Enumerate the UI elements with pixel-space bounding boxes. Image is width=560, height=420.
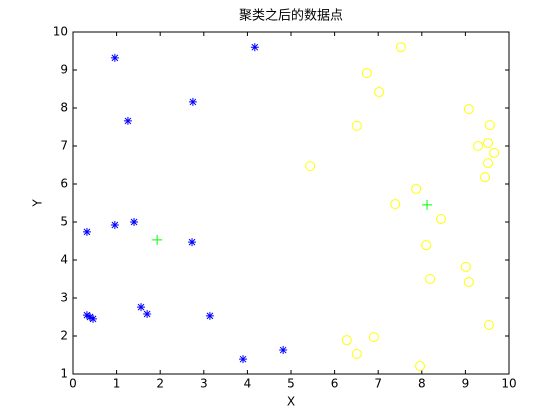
point [395,42,406,53]
point [463,104,474,115]
y-tick-label: 1 [60,367,68,381]
point [480,172,491,183]
x-tick-label: 6 [331,377,339,391]
point [82,227,91,236]
point [422,199,433,210]
x-axis-label: X [287,395,295,409]
x-tick-label: 3 [200,377,208,391]
point [152,234,163,245]
x-tick-label: 5 [287,377,295,391]
point [188,238,197,247]
x-tick-label: 1 [113,377,121,391]
point [351,120,362,131]
point [463,277,474,288]
point [239,355,248,364]
point [143,309,152,318]
y-tick-label: 10 [53,25,68,39]
point [421,240,432,251]
point [86,313,95,321]
chart-title: 聚类之后的数据点 [239,8,343,24]
y-tick-label: 3 [60,291,68,305]
point [89,314,98,323]
point [305,161,316,172]
x-tick-label: 2 [156,377,164,391]
point [110,53,119,62]
point [250,43,259,52]
point [411,183,422,194]
x-tick-label: 8 [418,377,426,391]
point [205,311,214,320]
point [483,319,494,330]
point [460,261,471,272]
point [123,116,132,125]
point [473,141,484,151]
y-tick-label: 6 [60,177,68,191]
x-tick-label: 10 [501,377,516,391]
y-tick-label: 7 [60,139,68,153]
point [435,213,446,224]
plot-frame [72,31,510,375]
y-tick-label: 8 [60,101,68,115]
y-tick-label: 4 [60,253,68,267]
point [368,332,379,343]
point [188,97,197,106]
point [82,311,91,320]
point [279,346,288,355]
y-tick-label: 9 [60,63,68,77]
point [361,68,372,79]
y-tick-label: 2 [60,329,68,343]
x-tick-label: 4 [244,377,252,391]
x-tick-label: 9 [462,377,470,391]
point [489,147,500,158]
point [351,348,362,359]
x-tick-label: 7 [374,377,382,391]
point [484,120,495,131]
y-axis-label: Y [31,199,45,208]
point [483,158,494,169]
x-tick-label: 0 [69,377,77,391]
point [415,361,426,372]
point [483,137,494,148]
point [425,274,436,284]
point [110,221,119,230]
point [341,335,352,346]
y-tick-label: 5 [60,215,68,229]
point [130,218,139,226]
point [137,303,146,312]
point [390,199,401,210]
point [374,87,385,98]
